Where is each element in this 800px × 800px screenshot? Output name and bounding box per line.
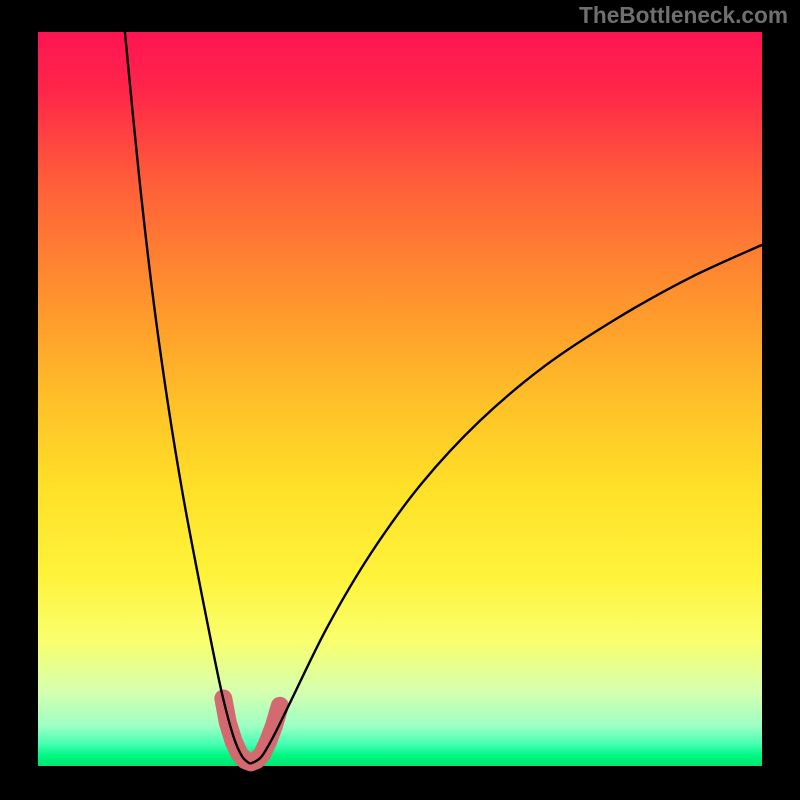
bottleneck-chart (0, 0, 800, 800)
chart-frame: TheBottleneck.com (0, 0, 800, 800)
plot-background (38, 32, 762, 766)
watermark-text: TheBottleneck.com (579, 2, 788, 29)
